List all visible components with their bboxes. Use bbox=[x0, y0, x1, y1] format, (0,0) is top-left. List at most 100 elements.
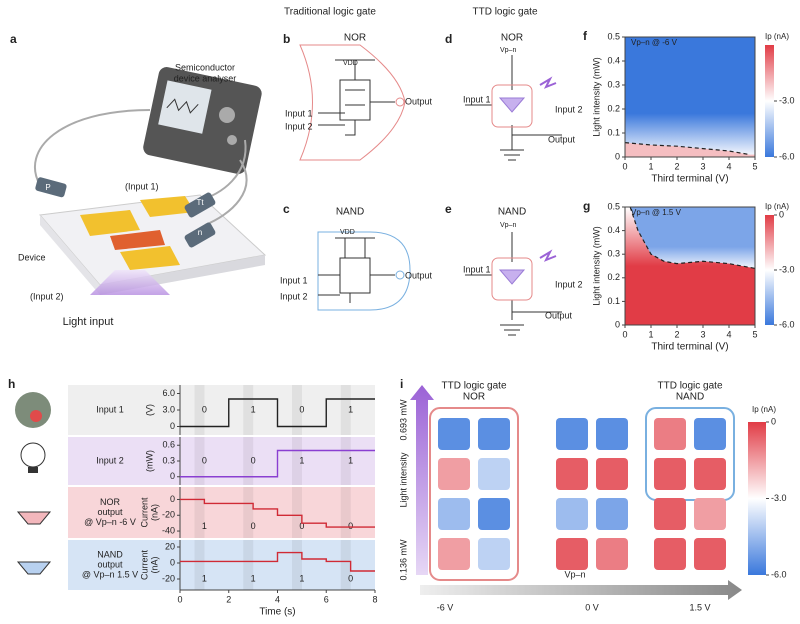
cell bbox=[596, 498, 628, 530]
row-label: output bbox=[97, 559, 123, 569]
colorbar-label: Ip (nA) bbox=[765, 32, 789, 41]
x-axis-label: Third terminal (V) bbox=[651, 174, 728, 185]
y-tick-label: 6.0 bbox=[162, 388, 175, 398]
y-axis-label: (nA) bbox=[149, 504, 159, 521]
panel-label: d bbox=[445, 32, 452, 46]
cell bbox=[654, 498, 686, 530]
panel-label: h bbox=[8, 377, 15, 391]
logic-digit: 1 bbox=[348, 404, 353, 414]
y-tick-label: 0.6 bbox=[162, 440, 175, 450]
logic-digit: 1 bbox=[348, 455, 353, 465]
label: Light input bbox=[63, 316, 114, 328]
colorbar bbox=[765, 215, 774, 325]
trace bbox=[180, 498, 375, 528]
label: Device bbox=[18, 252, 46, 262]
colorbar-label: Ip (nA) bbox=[765, 202, 789, 211]
logic-digit: 0 bbox=[251, 521, 256, 531]
cell bbox=[654, 458, 686, 490]
output-label: Output bbox=[405, 270, 433, 280]
cell bbox=[478, 538, 510, 570]
x-tick-label: 0 bbox=[622, 329, 627, 339]
input-label: Input 1 bbox=[285, 108, 313, 118]
cell bbox=[694, 498, 726, 530]
annotation: Vp–n @ -6 V bbox=[631, 38, 678, 47]
label: device analyser bbox=[174, 73, 237, 83]
row-label: NOR bbox=[100, 497, 121, 507]
panel-label: b bbox=[283, 32, 290, 46]
logic-digit: 0 bbox=[348, 573, 353, 583]
gate-name: NOR bbox=[501, 33, 523, 44]
sample-stripe bbox=[292, 437, 302, 485]
heatmap-region bbox=[625, 37, 755, 155]
x-tick-label: 4 bbox=[726, 329, 731, 339]
cell bbox=[478, 498, 510, 530]
y-tick-label: 0.3 bbox=[162, 455, 175, 465]
logic-digit: 1 bbox=[299, 455, 304, 465]
y-axis-label: (mW) bbox=[144, 450, 154, 472]
group-title: TTD logic gate bbox=[441, 381, 506, 392]
x-tick-label: 3 bbox=[700, 329, 705, 339]
sample-stripe bbox=[194, 487, 205, 538]
row-label: @ Vp–n 1.5 V bbox=[82, 569, 138, 579]
y-axis-label: Light intensity bbox=[398, 452, 408, 508]
panel-label: i bbox=[400, 377, 403, 391]
x-tick-label: 6 bbox=[324, 594, 329, 604]
x-tick-label: 2 bbox=[674, 329, 679, 339]
supply-label: Vp–n bbox=[500, 222, 516, 229]
row-background bbox=[68, 540, 375, 590]
output-label: Output bbox=[548, 134, 576, 144]
sample-stripe bbox=[292, 385, 302, 435]
x-tick-label: 1 bbox=[648, 329, 653, 339]
probe-label: Tt bbox=[196, 198, 204, 207]
y-tick-label: -40 bbox=[162, 525, 175, 535]
group-title: TTD logic gate bbox=[657, 381, 722, 392]
y-tick-label: 0.5 bbox=[607, 31, 620, 41]
y-tick-label: 0.2 bbox=[607, 103, 620, 113]
group-title: NOR bbox=[463, 392, 485, 403]
x-axis-label: Vp–n bbox=[564, 569, 585, 579]
sample-stripe bbox=[243, 540, 254, 590]
x-tick-label: 4 bbox=[275, 594, 280, 604]
label: (Input 1) bbox=[125, 181, 159, 191]
logic-digit: 1 bbox=[251, 404, 256, 414]
colorbar-label: Ip (nA) bbox=[752, 405, 776, 414]
x-tick-label: 0 bbox=[177, 594, 182, 604]
colorbar-tick-label: -6.0 bbox=[779, 319, 795, 329]
cell bbox=[596, 458, 628, 490]
cell bbox=[694, 418, 726, 450]
logic-digit: 1 bbox=[299, 573, 304, 583]
input-label: Input 1 bbox=[463, 264, 491, 274]
panel-label: e bbox=[445, 202, 452, 216]
cell bbox=[438, 498, 470, 530]
cell bbox=[478, 458, 510, 490]
x-tick-label: 0 bbox=[622, 161, 627, 171]
cell bbox=[556, 538, 588, 570]
y-tick-label: 0 bbox=[170, 494, 175, 504]
logic-digit: 0 bbox=[202, 404, 207, 414]
colorbar bbox=[765, 45, 774, 157]
y-tick-label: 0.4 bbox=[607, 225, 620, 235]
cell bbox=[654, 418, 686, 450]
x-axis-label: Time (s) bbox=[259, 607, 295, 618]
y-tick-label: -20 bbox=[162, 510, 175, 520]
x-category-label: -6 V bbox=[437, 602, 454, 612]
y-tick-label: 20 bbox=[165, 541, 175, 551]
supply-label: VDD bbox=[343, 60, 358, 67]
sample-stripe bbox=[243, 437, 254, 485]
cell bbox=[596, 538, 628, 570]
gate-name: NAND bbox=[336, 207, 364, 218]
sample-stripe bbox=[194, 437, 205, 485]
row-label: Input 1 bbox=[96, 404, 124, 414]
y-tick-label: 0 bbox=[170, 557, 175, 567]
logic-digit: 1 bbox=[202, 573, 207, 583]
gate-frame bbox=[645, 407, 735, 501]
x-tick-label: 8 bbox=[372, 594, 377, 604]
colorbar-tick-label: 0 bbox=[779, 209, 784, 219]
y-tick-label: 0 bbox=[170, 421, 175, 431]
x-tick-label: 3 bbox=[700, 161, 705, 171]
x-tick-label: 2 bbox=[674, 161, 679, 171]
y-tick-label: -20 bbox=[162, 573, 175, 583]
panel-label: a bbox=[10, 32, 17, 46]
gate-name: NOR bbox=[344, 33, 366, 44]
